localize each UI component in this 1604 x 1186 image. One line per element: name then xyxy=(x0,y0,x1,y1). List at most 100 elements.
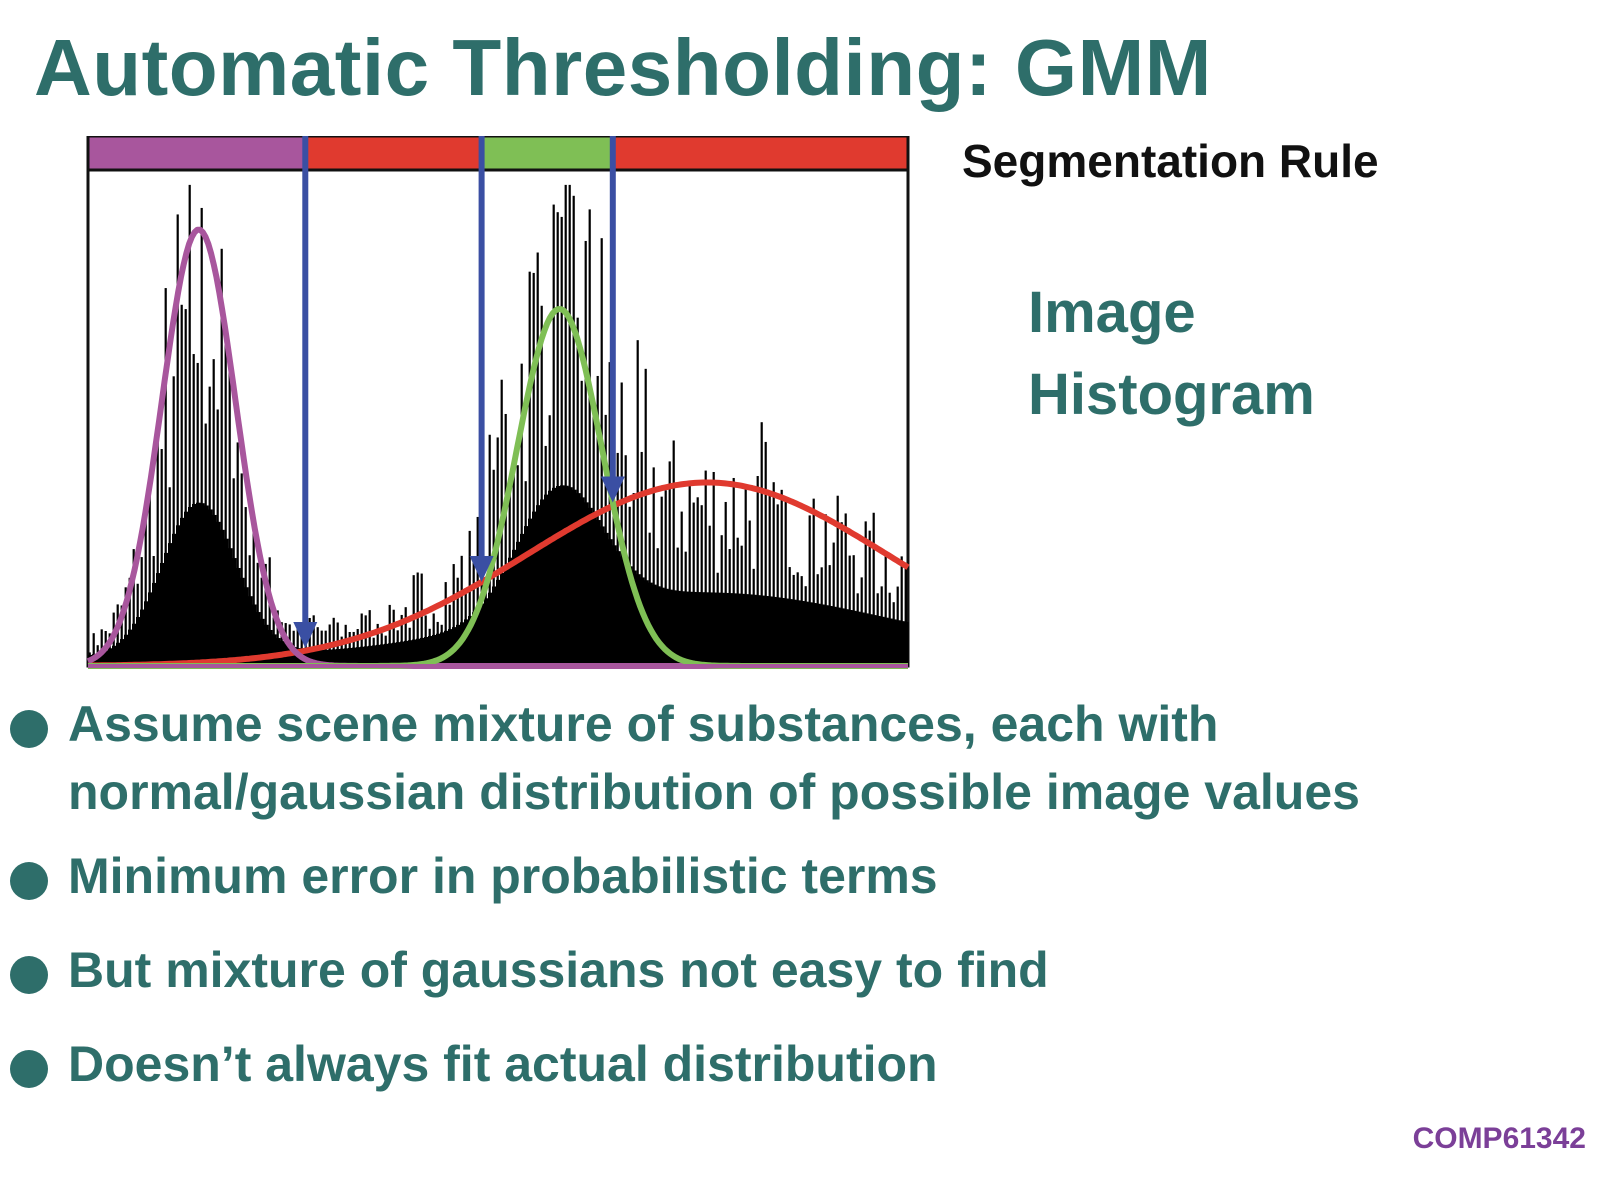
histogram-spike xyxy=(648,532,651,666)
histogram-spike xyxy=(576,317,579,666)
histogram-spike xyxy=(892,602,895,666)
histogram-spike xyxy=(768,494,771,666)
histogram-spike xyxy=(172,376,175,666)
histogram-spike xyxy=(588,209,591,666)
histogram-spike xyxy=(348,631,351,666)
histogram-spike xyxy=(608,362,611,666)
bullet-dot-icon xyxy=(10,956,48,994)
histogram-spike xyxy=(832,542,835,666)
histogram-spike xyxy=(108,633,111,666)
histogram-spike xyxy=(240,473,243,666)
histogram-spike xyxy=(296,626,299,666)
histogram-spike xyxy=(880,586,883,666)
histogram-spike xyxy=(212,359,215,666)
bullet-line: normal/gaussian distribution of possible… xyxy=(68,764,1360,820)
histogram-spike xyxy=(684,551,687,666)
histogram-spike xyxy=(160,449,163,666)
histogram-spike xyxy=(444,582,447,666)
histogram-spike xyxy=(468,530,471,666)
histogram-spike xyxy=(180,304,183,666)
histogram-spike xyxy=(728,549,731,666)
histogram-spike xyxy=(796,572,799,666)
histogram-spike xyxy=(724,501,727,666)
histogram-spike xyxy=(232,478,235,666)
histogram-spike xyxy=(516,465,519,666)
histogram-spike xyxy=(560,216,563,666)
histogram-spike xyxy=(668,461,671,666)
histogram-spike xyxy=(428,628,431,666)
histogram-spike xyxy=(400,614,403,666)
histogram-spike xyxy=(276,610,279,666)
histogram-spike xyxy=(464,588,467,666)
histogram-spike xyxy=(564,184,567,666)
histogram-spike xyxy=(128,577,131,666)
histogram-spike xyxy=(412,575,415,666)
histogram-spike xyxy=(704,470,707,666)
histogram-spike xyxy=(520,363,523,666)
histogram-spike xyxy=(840,522,843,666)
histogram-spike xyxy=(700,505,703,666)
bullet-text: Assume scene mixture of substances, each… xyxy=(68,690,1360,826)
histogram-spike xyxy=(780,489,783,666)
histogram-spike xyxy=(620,382,623,666)
histogram-spike xyxy=(708,525,711,666)
histogram-spike xyxy=(740,545,743,666)
histogram-spike xyxy=(244,507,247,666)
histogram-spike xyxy=(884,551,887,666)
histogram-spike xyxy=(748,520,751,666)
histogram-spike xyxy=(300,625,303,666)
histogram-spike xyxy=(536,252,539,666)
histogram-spike xyxy=(652,467,655,666)
histogram-spike xyxy=(584,240,587,666)
histogram-spike xyxy=(268,557,271,666)
histogram-spike xyxy=(476,516,479,666)
histogram-spike xyxy=(100,629,103,666)
histogram-spike xyxy=(188,184,191,666)
histogram-spike xyxy=(376,623,379,666)
histogram-spike xyxy=(448,604,451,666)
histogram-spike xyxy=(260,577,263,666)
histogram-spike xyxy=(772,482,775,666)
histogram-spike xyxy=(696,497,699,666)
histogram-spike xyxy=(120,605,123,666)
histogram-spike xyxy=(164,288,167,666)
histogram-spike xyxy=(168,487,171,666)
histogram-spike xyxy=(528,271,531,666)
histogram-spike xyxy=(452,564,455,666)
histogram-spike xyxy=(888,592,891,666)
histogram-spike xyxy=(716,572,719,666)
histogram-spike xyxy=(524,481,527,666)
segmentation-rule-label: Segmentation Rule xyxy=(962,135,1379,187)
histogram-spike xyxy=(760,422,763,666)
histogram-spike xyxy=(176,214,179,666)
histogram-spike xyxy=(252,511,255,666)
histogram-spike xyxy=(872,512,875,666)
histogram-spike xyxy=(540,305,543,666)
segmentation-band xyxy=(481,136,613,170)
histogram-spike xyxy=(904,565,907,666)
histogram-spike xyxy=(456,577,459,666)
histogram-spike xyxy=(640,451,643,666)
bullet-text: Minimum error in probabilistic terms xyxy=(68,848,938,904)
gmm-histogram-figure xyxy=(86,136,910,669)
bullet-dot-icon xyxy=(10,710,48,748)
histogram-spike xyxy=(352,631,355,666)
histogram-spike xyxy=(248,555,251,666)
histogram-spike xyxy=(844,513,847,666)
histogram-spike xyxy=(592,412,595,666)
histogram-spike xyxy=(408,627,411,666)
histogram-spike xyxy=(116,604,119,666)
histogram-spike xyxy=(280,622,283,666)
bullet-text: Doesn’t always fit actual distribution xyxy=(68,1036,938,1092)
histogram-spike xyxy=(220,248,223,666)
histogram-spike xyxy=(788,567,791,666)
histogram-spike xyxy=(156,432,159,666)
histogram-spike xyxy=(484,582,487,666)
histogram-spike xyxy=(744,488,747,666)
threshold-arrow-head-icon xyxy=(600,476,625,503)
image-histogram-label: Image Histogram xyxy=(1028,272,1315,436)
segmentation-band xyxy=(305,136,482,170)
histogram-spike xyxy=(192,354,195,666)
histogram-spike xyxy=(900,556,903,666)
histogram-spike xyxy=(388,604,391,666)
